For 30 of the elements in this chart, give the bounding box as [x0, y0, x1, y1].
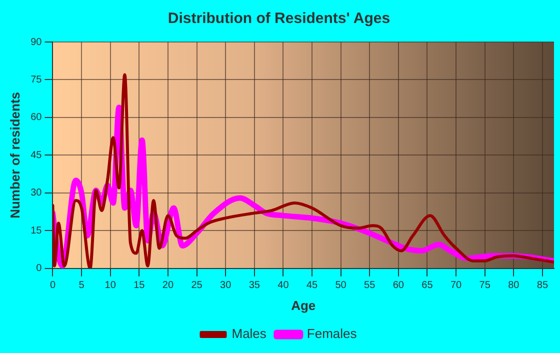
x-tick-label: 45 [306, 280, 318, 292]
y-tick-label: 0 [36, 263, 42, 274]
x-tick-label: 80 [508, 280, 520, 292]
x-tick-label: 85 [536, 280, 548, 292]
legend-label: Females [306, 326, 358, 342]
y-tick-label: 30 [30, 188, 42, 199]
y-tick-label: 15 [30, 225, 42, 236]
x-tick-label: 30 [220, 280, 232, 292]
x-tick-label: 25 [191, 280, 203, 292]
x-tick-label: 55 [364, 280, 376, 292]
chart-title: Distribution of Residents' Ages [168, 10, 390, 28]
x-tick-label: 65 [422, 280, 434, 292]
y-tick-label: 45 [30, 150, 42, 161]
y-axis-title: Number of residents [7, 92, 22, 218]
x-tick-label: 0 [50, 280, 56, 292]
y-tick-label: 90 [30, 36, 42, 48]
x-tick-label: 5 [78, 280, 85, 292]
x-tick-label: 60 [392, 280, 404, 292]
x-tick-label: 75 [479, 280, 491, 292]
y-tick-label: 60 [30, 112, 42, 124]
x-tick-label: 15 [134, 280, 146, 292]
x-tick-label: 35 [248, 280, 260, 292]
x-tick-label: 70 [450, 280, 462, 292]
y-tick-label: 75 [30, 74, 42, 86]
x-axis-title: Age [291, 298, 316, 313]
legend-label: Males [232, 326, 267, 342]
x-tick-label: 40 [278, 280, 290, 292]
x-tick-label: 20 [162, 280, 174, 292]
x-tick-label: 50 [335, 280, 347, 292]
x-tick-label: 10 [104, 280, 116, 292]
